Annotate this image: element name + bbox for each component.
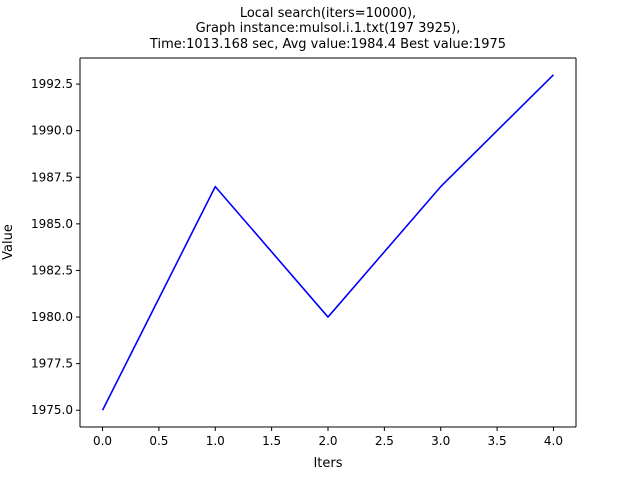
x-axis-ticks: 0.0 0.5 1.0 1.5 2.0 2.5 3.0 3.5 4.0: [93, 427, 563, 448]
y-axis-label: Value: [1, 224, 16, 260]
series-line: [101, 74, 555, 411]
x-tick-label: 0.0: [93, 434, 112, 448]
y-tick-label: 1982.5: [31, 263, 73, 277]
y-tick-label: 1987.5: [31, 170, 73, 184]
x-tick-label: 2.5: [375, 434, 394, 448]
x-tick-label: 0.5: [149, 434, 168, 448]
y-tick-label: 1977.5: [31, 357, 73, 371]
x-tick-label: 3.5: [488, 434, 507, 448]
x-tick-label: 2.0: [318, 434, 337, 448]
y-tick-label: 1992.5: [31, 77, 73, 91]
chart-title-line-2: Graph instance:mulsol.i.1.txt(197 3925),: [196, 21, 461, 36]
series-group: [101, 74, 555, 411]
y-tick-label: 1980.0: [31, 310, 73, 324]
y-tick-label: 1985.0: [31, 217, 73, 231]
x-tick-label: 3.0: [431, 434, 450, 448]
chart-title-line-3: Time:1013.168 sec, Avg value:1984.4 Best…: [149, 37, 506, 52]
y-tick-label: 1990.0: [31, 124, 73, 138]
chart-title-line-1: Local search(iters=10000),: [240, 6, 416, 21]
x-tick-label: 1.0: [206, 434, 225, 448]
x-axis-label: Iters: [313, 456, 342, 471]
chart-title: Local search(iters=10000), Graph instanc…: [149, 6, 506, 52]
plot-area: [80, 58, 576, 427]
y-axis-ticks: 1975.0 1977.5 1980.0 1982.5 1985.0 1987.5 1990…: [31, 77, 80, 417]
x-tick-label: 1.5: [262, 434, 281, 448]
y-tick-label: 1975.0: [31, 403, 73, 417]
x-tick-label: 4.0: [544, 434, 563, 448]
